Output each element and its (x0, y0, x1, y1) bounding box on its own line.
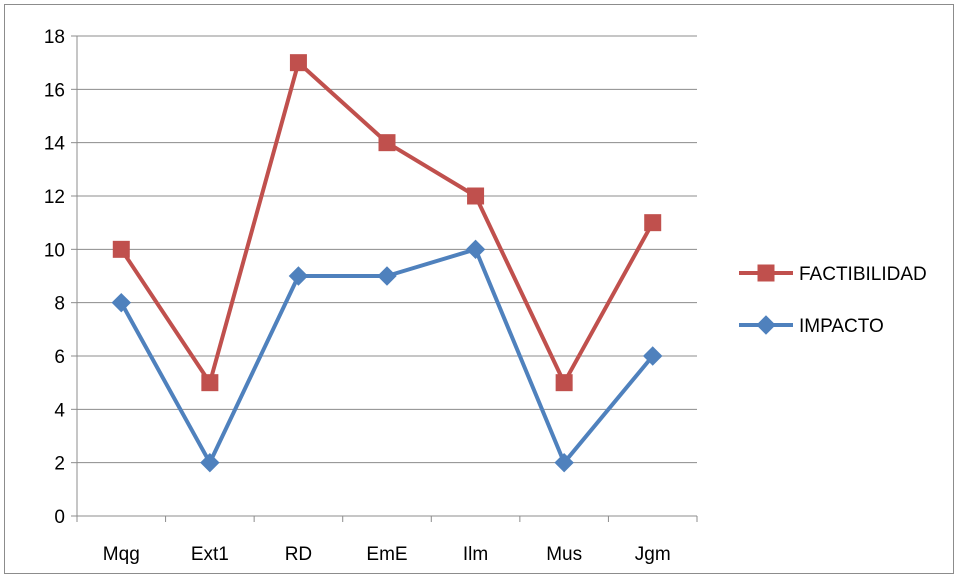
series-factibilidad (112, 54, 662, 392)
data-point (465, 239, 486, 260)
data-point (201, 374, 219, 392)
legend-item: IMPACTO (739, 315, 884, 337)
y-tick-label: 18 (44, 27, 65, 48)
gridlines (77, 35, 697, 464)
legend-label: FACTIBILIDAD (799, 264, 927, 285)
x-tick-label: Mus (546, 544, 582, 565)
data-point (643, 346, 663, 366)
y-tick-label: 10 (44, 240, 65, 261)
series-impacto (111, 239, 663, 473)
x-tick-label: Ext1 (191, 544, 229, 565)
legend: FACTIBILIDAD IMPACTO (739, 264, 927, 337)
legend-marker (757, 264, 775, 282)
y-tick-label: 8 (54, 294, 65, 315)
x-tick-label: Mqg (103, 544, 140, 565)
data-point (111, 292, 131, 313)
data-point (200, 452, 220, 473)
data-point (288, 266, 309, 286)
chart-frame: 0 2 4 6 8 10 12 14 16 18 Mqg Ext1 RD EmE Ilm Mus Jgm FAC… (4, 4, 954, 574)
data-point (377, 266, 397, 286)
data-point (555, 374, 573, 392)
legend-marker (756, 315, 776, 335)
y-tick-label: 14 (44, 134, 66, 155)
y-tick-label: 2 (54, 454, 65, 475)
y-tick-label: 12 (44, 187, 65, 208)
x-tick-label: EmE (366, 544, 407, 565)
x-tick-label: Jgm (635, 544, 671, 565)
y-tick-label: 6 (54, 347, 65, 368)
y-tick-label: 16 (44, 80, 65, 101)
data-point (554, 452, 574, 473)
x-tick-label: Ilm (463, 544, 488, 565)
data-point (467, 187, 485, 205)
series-lines (111, 54, 663, 473)
y-tick-label: 4 (54, 400, 65, 421)
series-line (119, 60, 655, 385)
axes: 0 2 4 6 8 10 12 14 16 18 Mqg Ext1 RD EmE Ilm Mus Jgm (44, 27, 698, 565)
y-tick-label: 0 (54, 507, 65, 528)
data-point (289, 54, 307, 72)
x-tick-label: RD (285, 544, 312, 565)
data-point (112, 240, 130, 258)
legend-item: FACTIBILIDAD (739, 264, 927, 285)
line-chart: 0 2 4 6 8 10 12 14 16 18 Mqg Ext1 RD EmE Ilm Mus Jgm FAC… (44, 27, 927, 565)
data-point (378, 134, 396, 152)
data-point (644, 214, 662, 232)
legend-label: IMPACTO (799, 316, 884, 337)
